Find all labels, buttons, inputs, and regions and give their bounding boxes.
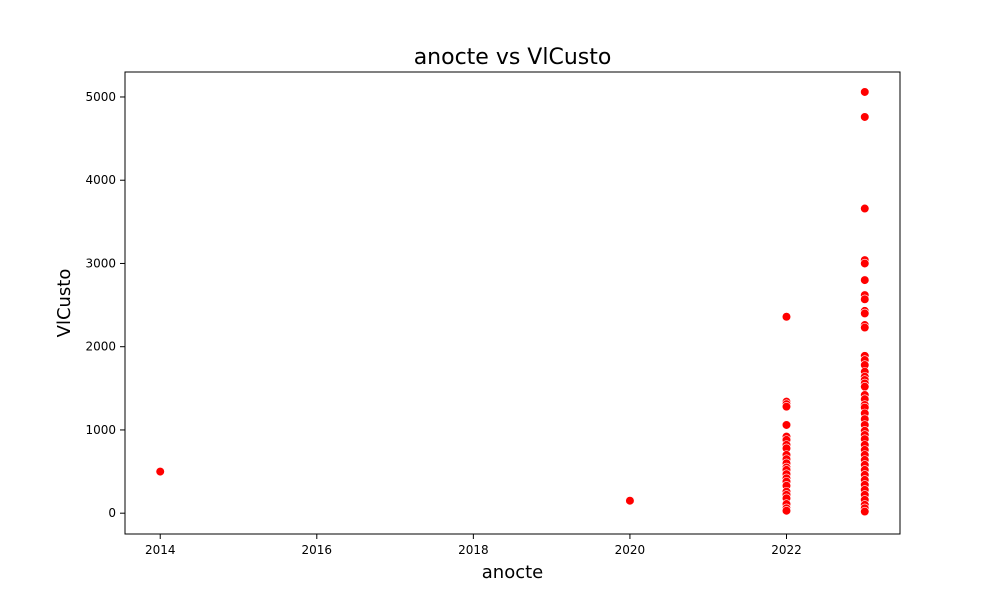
data-points	[155, 87, 870, 517]
data-point	[860, 294, 870, 304]
x-axis: 2014 2016 2018 2020 2022	[145, 534, 802, 557]
x-tick-label: 2020	[615, 543, 646, 557]
y-axis-label: VlCusto	[54, 269, 75, 338]
x-tick-label: 2018	[458, 543, 489, 557]
data-point	[860, 275, 870, 285]
x-axis-label: anocte	[482, 562, 543, 583]
data-point	[860, 258, 870, 269]
y-tick-label: 5000	[85, 90, 116, 104]
data-point	[625, 496, 635, 506]
y-tick-label: 1000	[85, 423, 116, 437]
data-point	[155, 466, 165, 477]
y-tick-label: 0	[108, 506, 116, 520]
data-point	[860, 382, 870, 392]
data-point	[781, 402, 792, 412]
plot-area	[124, 71, 901, 535]
x-tick-label: 2022	[771, 543, 802, 557]
y-tick-label: 4000	[85, 173, 116, 187]
y-axis: 0 1000 2000 3000 4000 5000	[85, 90, 125, 520]
x-tick-label: 2014	[145, 543, 176, 557]
chart-title: anocte vs VlCusto	[414, 45, 612, 70]
data-point	[781, 312, 792, 322]
data-point	[860, 203, 870, 214]
data-point	[781, 506, 792, 516]
data-point	[860, 87, 870, 97]
x-tick-label: 2016	[302, 543, 333, 557]
data-point	[860, 506, 870, 517]
data-point	[860, 112, 870, 122]
y-tick-label: 2000	[85, 340, 116, 354]
y-tick-label: 3000	[85, 256, 116, 270]
data-point	[781, 420, 792, 430]
data-point	[860, 308, 870, 319]
data-point	[860, 322, 870, 333]
